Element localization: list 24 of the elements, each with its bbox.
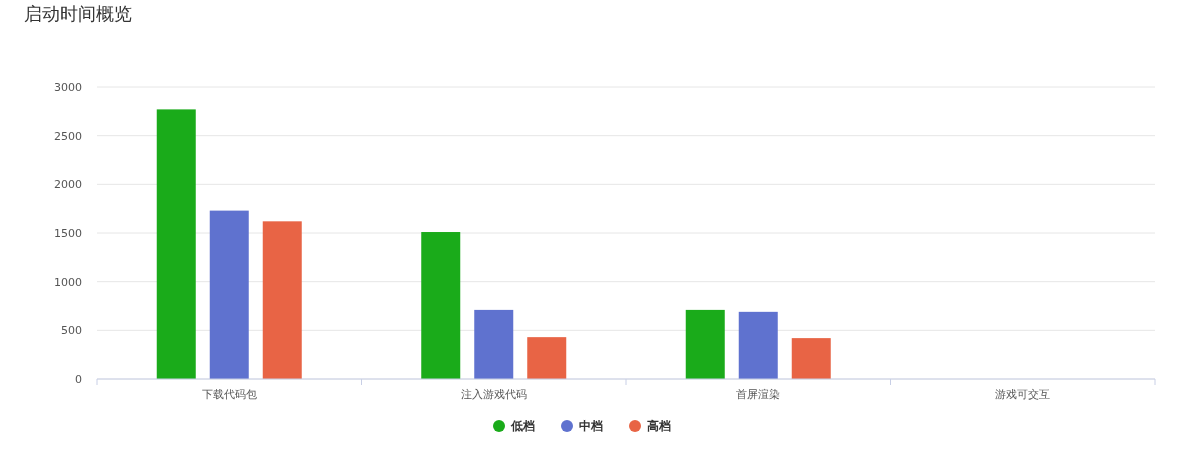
- bar: [527, 337, 567, 379]
- x-tick-label: 注入游戏代码: [460, 388, 527, 401]
- y-tick-label: 2500: [54, 129, 82, 143]
- chart-title: 启动时间概览: [24, 3, 132, 24]
- legend-label: 低档: [510, 419, 535, 434]
- y-tick-label: 3000: [54, 80, 82, 94]
- legend-label: 中档: [579, 419, 603, 434]
- x-tick-label: 游戏可交互: [995, 388, 1051, 401]
- x-tick-label: 下载代码包: [201, 388, 257, 401]
- bar: [262, 221, 302, 379]
- y-tick-label: 500: [61, 324, 82, 338]
- y-tick-label: 1000: [54, 275, 82, 289]
- y-tick-label: 0: [75, 372, 82, 386]
- x-tick-label: 首屏渲染: [736, 388, 781, 401]
- bar: [474, 309, 514, 379]
- bar: [685, 309, 725, 379]
- bar: [791, 338, 831, 379]
- bar: [156, 109, 196, 379]
- bar: [209, 210, 249, 379]
- bar: [738, 311, 778, 379]
- legend-label: 高档: [647, 419, 671, 434]
- bar: [421, 232, 461, 379]
- y-tick-label: 1500: [54, 226, 82, 240]
- y-tick-label: 2000: [54, 178, 82, 192]
